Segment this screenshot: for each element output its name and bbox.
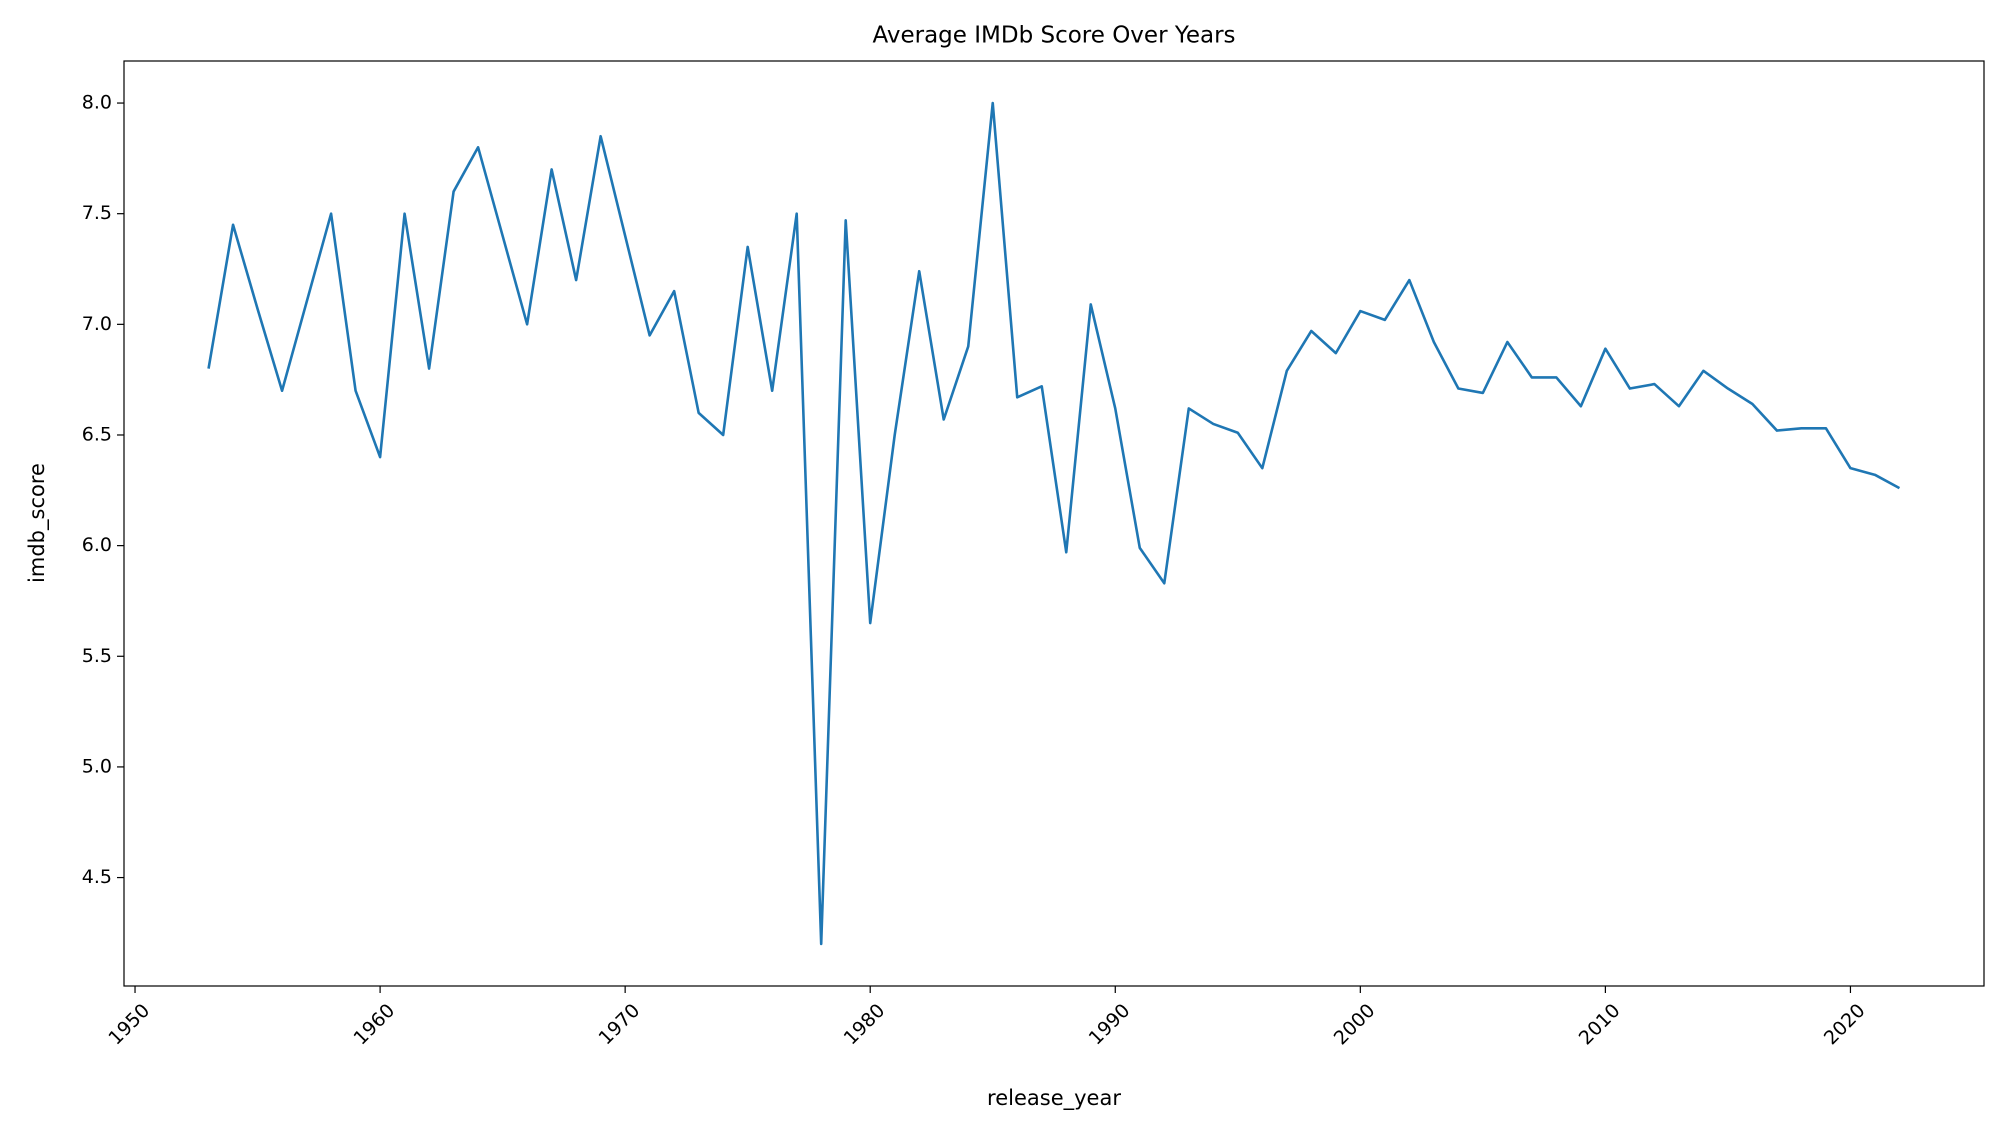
x-axis-label: release_year bbox=[987, 1086, 1121, 1111]
y-tick-label: 6.0 bbox=[82, 534, 112, 556]
line bbox=[207, 101, 1901, 946]
y-tick-label: 7.5 bbox=[82, 202, 112, 224]
y-tick-label: 8.0 bbox=[82, 92, 112, 114]
y-tick-label: 4.5 bbox=[82, 866, 112, 888]
y-tick-label: 6.5 bbox=[82, 423, 112, 445]
y-tick-label: 7.0 bbox=[82, 313, 112, 335]
y-axis-label: imdb_score bbox=[25, 463, 50, 583]
plot-frame bbox=[123, 60, 1985, 987]
y-tick-label: 5.0 bbox=[82, 755, 112, 777]
y-tick-label: 5.5 bbox=[82, 645, 112, 667]
chart-title: Average IMDb Score Over Years bbox=[872, 23, 1235, 49]
